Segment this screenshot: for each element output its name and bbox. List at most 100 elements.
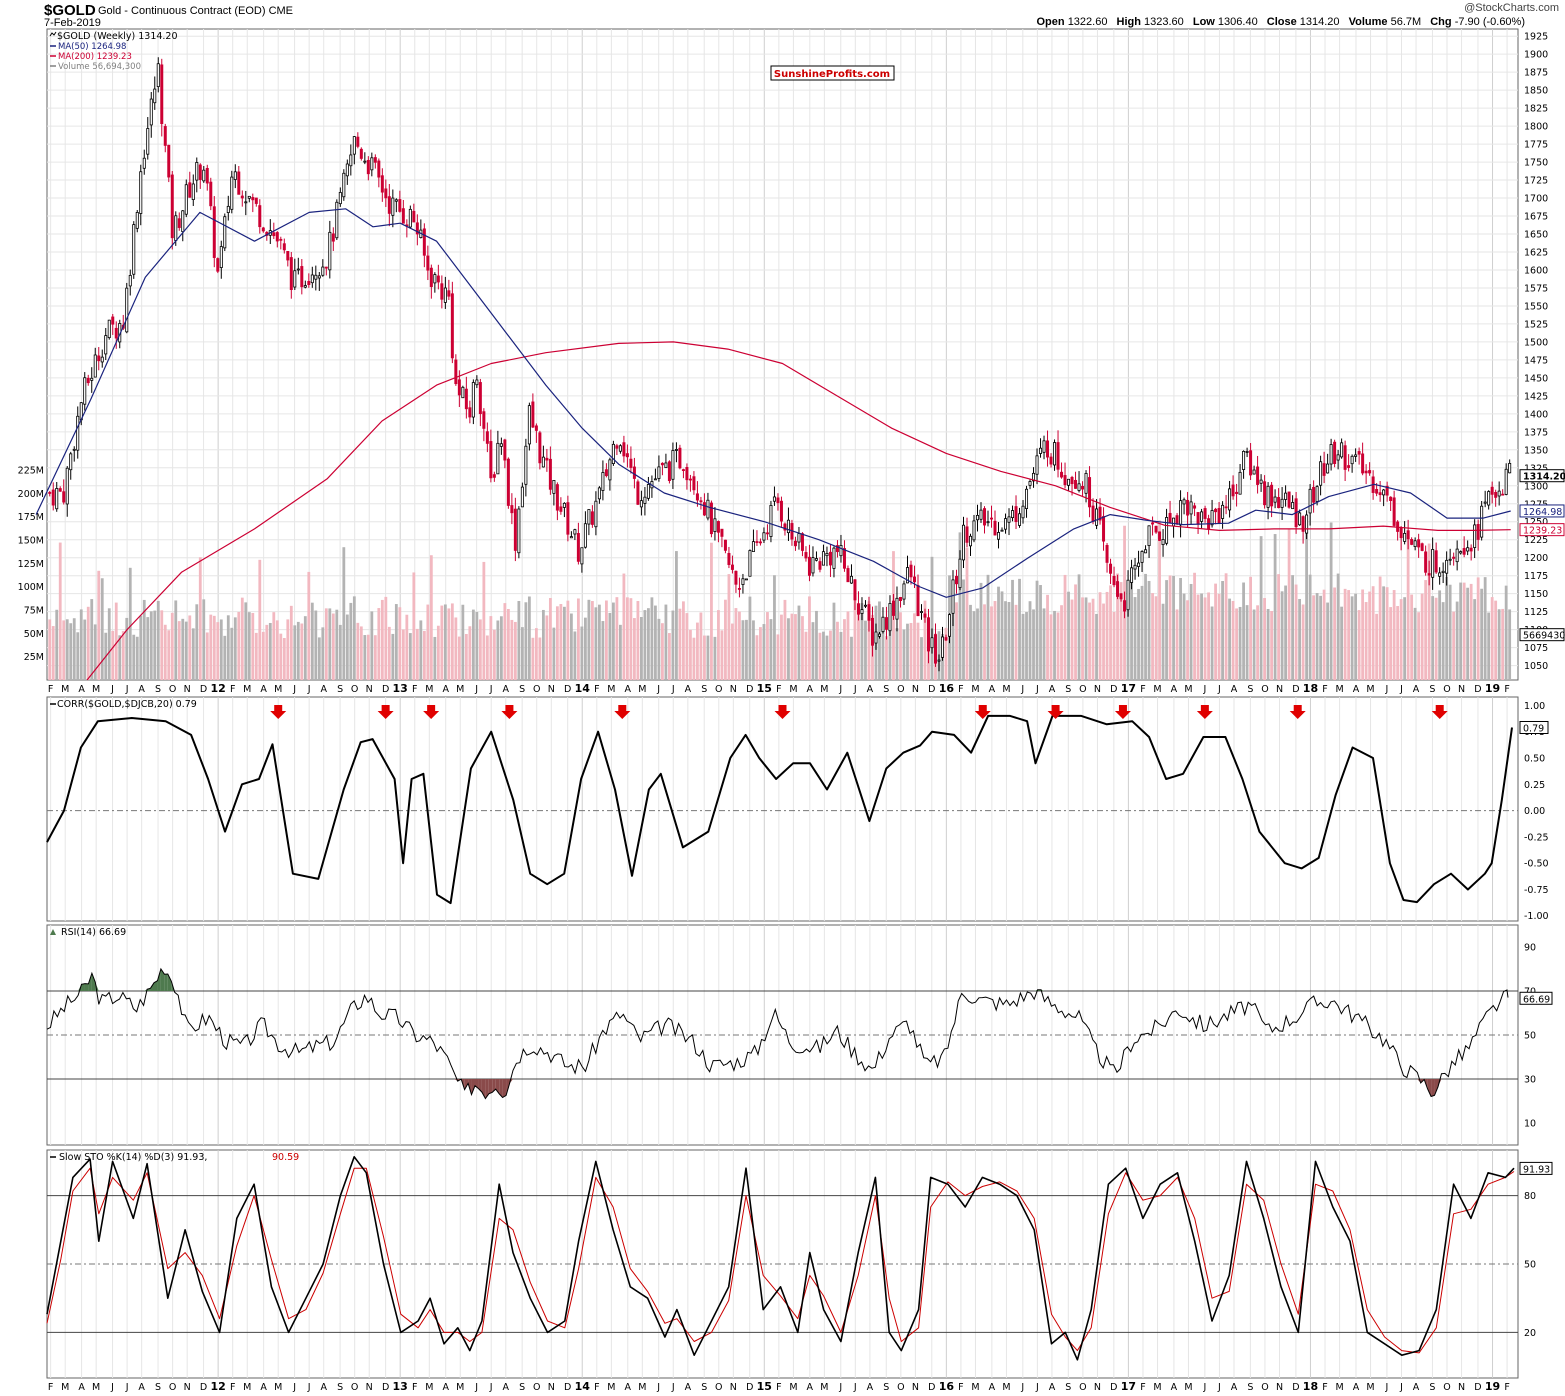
volume-bar bbox=[1119, 582, 1123, 680]
volume-bar bbox=[780, 614, 783, 680]
volume-bar bbox=[268, 622, 272, 680]
volume-bar bbox=[510, 619, 514, 680]
volume-bar bbox=[429, 555, 433, 680]
volume-bar bbox=[1368, 591, 1372, 680]
price-axis-label: M bbox=[789, 684, 797, 695]
bottom-axis-label: J bbox=[1020, 1382, 1024, 1393]
price-axis-label: A bbox=[867, 684, 874, 695]
volume-bar bbox=[1284, 585, 1288, 680]
candle-body bbox=[919, 611, 923, 613]
bottom-axis-label: M bbox=[274, 1382, 282, 1393]
volume-bar bbox=[752, 620, 755, 680]
price-axis-label: S bbox=[155, 684, 161, 695]
candle-body bbox=[1014, 506, 1018, 523]
close-label: Close bbox=[1266, 16, 1297, 28]
candle-body bbox=[702, 502, 706, 516]
bottom-axis-label: N bbox=[366, 1382, 373, 1393]
candle-body bbox=[335, 201, 339, 239]
rsi-overbought-fill bbox=[143, 989, 148, 991]
volume-bar bbox=[829, 630, 832, 680]
candle-body bbox=[447, 290, 451, 297]
candle-body bbox=[660, 462, 664, 466]
volume-bar bbox=[1140, 585, 1144, 680]
low-label: Low bbox=[1192, 16, 1215, 28]
volume-bar bbox=[895, 628, 899, 680]
candle-body bbox=[307, 281, 311, 286]
volume-bar bbox=[1210, 606, 1214, 680]
volume-bar bbox=[1501, 608, 1505, 680]
rsi-oversold-fill bbox=[471, 1079, 476, 1095]
red-arrow-marker bbox=[501, 705, 518, 719]
price-tick-label: 1650 bbox=[1524, 230, 1548, 241]
candle-body bbox=[716, 521, 720, 533]
volume-bar bbox=[1438, 590, 1442, 680]
open-value: 1322.60 bbox=[1067, 16, 1108, 28]
volume-bar bbox=[825, 635, 829, 680]
candle-body bbox=[1410, 539, 1414, 545]
volume-bar bbox=[1193, 572, 1196, 680]
price-axis-label: F bbox=[1322, 684, 1327, 695]
bottom-axis-label: M bbox=[638, 1382, 646, 1393]
candle-body bbox=[744, 578, 748, 581]
candle-body bbox=[261, 227, 265, 232]
candle-body bbox=[1448, 558, 1452, 561]
volume-bar bbox=[275, 620, 279, 680]
rsi-overbought-fill bbox=[91, 973, 96, 991]
volume-bar bbox=[363, 635, 367, 680]
ma200-line bbox=[86, 341, 1511, 681]
volume-bar bbox=[1084, 597, 1088, 680]
volume-bar bbox=[478, 619, 482, 680]
price-axis-label: O bbox=[351, 684, 358, 695]
candle-body bbox=[1133, 564, 1137, 570]
price-axis-label: J bbox=[1202, 684, 1206, 695]
candle-body bbox=[387, 196, 391, 214]
bottom-axis-label: D bbox=[1110, 1382, 1117, 1393]
volume-bar bbox=[1207, 592, 1210, 680]
bottom-axis-label: M bbox=[820, 1382, 828, 1393]
price-axis-label: J bbox=[1399, 684, 1403, 695]
candle-body bbox=[1455, 548, 1459, 563]
price-axis-label: F bbox=[1140, 684, 1145, 695]
rsi-overbought-fill bbox=[1041, 989, 1045, 991]
candle-body bbox=[916, 585, 920, 617]
candle-body bbox=[149, 98, 153, 126]
corr-tick-label: 1.00 bbox=[1524, 701, 1545, 712]
candle-body bbox=[174, 215, 178, 241]
candle-body bbox=[874, 631, 878, 644]
candle-body bbox=[1326, 463, 1330, 474]
volume-bar bbox=[475, 611, 479, 680]
price-axis-label: S bbox=[1065, 684, 1071, 695]
candle-body bbox=[1196, 512, 1200, 525]
volume-bar bbox=[916, 622, 920, 680]
volume-bar bbox=[1088, 602, 1091, 680]
price-tick-label: 1675 bbox=[1524, 212, 1548, 223]
candle-body bbox=[1116, 581, 1120, 597]
volume-bar bbox=[815, 610, 818, 680]
volume-bar bbox=[706, 635, 710, 680]
candle-body bbox=[720, 528, 724, 537]
price-axis-label: J bbox=[307, 684, 311, 695]
candle-body bbox=[51, 489, 55, 506]
candle-body bbox=[135, 212, 139, 229]
volume-bar bbox=[1322, 589, 1326, 680]
candle-body bbox=[1263, 481, 1267, 506]
candle-body bbox=[576, 533, 580, 562]
candle-body bbox=[177, 218, 181, 228]
candle-body bbox=[279, 238, 283, 241]
candle-body bbox=[863, 604, 867, 607]
rsi-oversold-fill bbox=[1434, 1079, 1439, 1096]
volume-bar bbox=[174, 600, 178, 680]
candle-body bbox=[1028, 481, 1032, 486]
volume-bar bbox=[216, 622, 220, 680]
candle-body bbox=[786, 519, 790, 534]
candle-body bbox=[230, 176, 234, 210]
volume-bar bbox=[1189, 583, 1193, 680]
candle-body bbox=[741, 578, 745, 585]
volume-bar bbox=[538, 637, 542, 680]
volume-bar bbox=[1399, 599, 1403, 680]
sto-k-line bbox=[46, 1156, 1515, 1361]
candle-body bbox=[1021, 505, 1025, 519]
volume-bar bbox=[573, 631, 577, 680]
candle-body bbox=[527, 405, 531, 445]
